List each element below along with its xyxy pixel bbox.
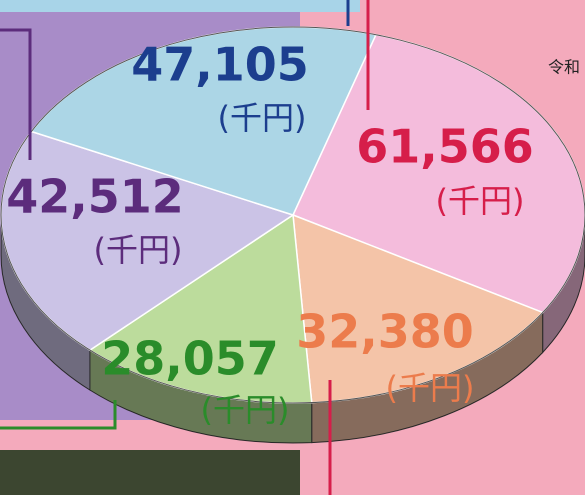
slice-side-shade — [1, 215, 90, 391]
unit-label: (千円) — [218, 99, 307, 137]
unit-label: (千円) — [386, 369, 475, 407]
value-label: 32,380 — [296, 305, 474, 359]
leader-line — [0, 400, 117, 430]
unit-label: (千円) — [94, 231, 183, 269]
value-label: 28,057 — [101, 332, 279, 386]
pie — [0, 26, 585, 444]
slice-side-shade — [542, 215, 585, 353]
slice-side-shade — [89, 350, 312, 443]
top-box — [0, 0, 360, 12]
value-label: 47,105 — [131, 38, 309, 92]
annotation: 令和 — [548, 58, 580, 77]
value-label: 42,512 — [6, 170, 184, 224]
value-label: 61,566 — [356, 120, 534, 174]
slice-side-shade — [311, 312, 543, 443]
unit-label: (千円) — [201, 391, 290, 429]
unit-label: (千円) — [436, 182, 525, 220]
pie-rim — [0, 26, 585, 404]
photo-strip — [0, 450, 300, 495]
leader-line — [0, 28, 32, 160]
